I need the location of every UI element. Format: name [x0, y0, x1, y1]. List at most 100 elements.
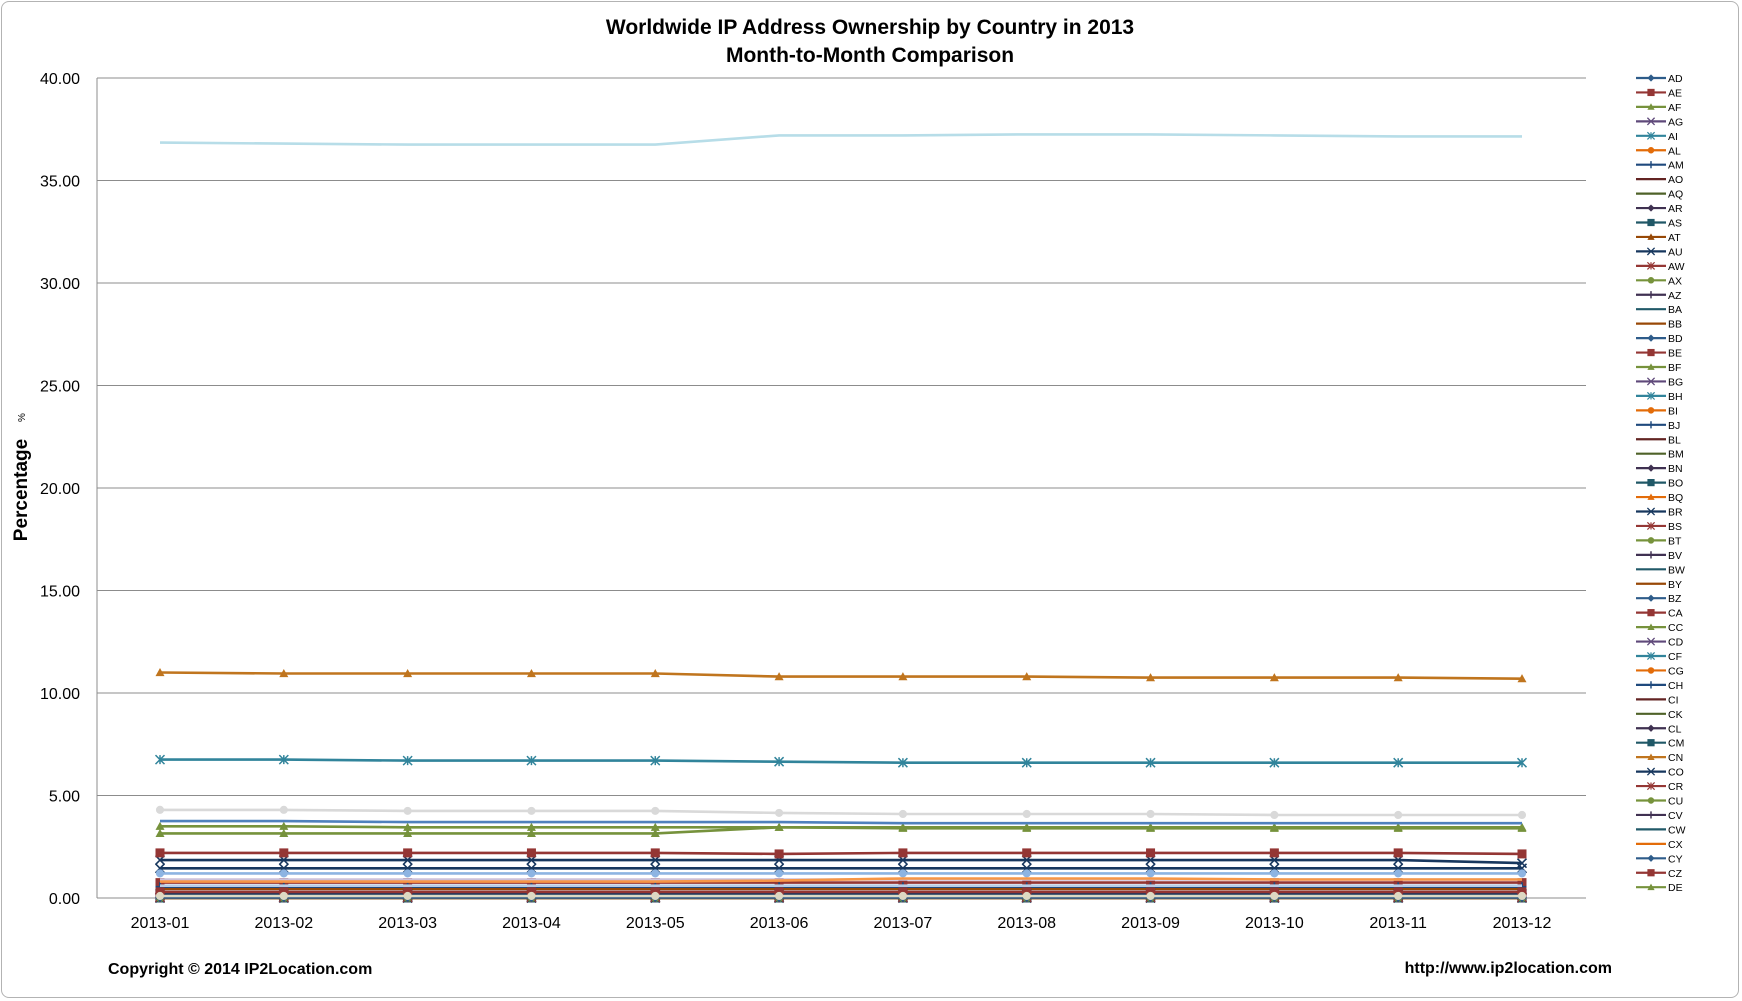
- legend-item: BD: [1636, 333, 1683, 345]
- data-point-cf: [278, 754, 289, 765]
- legend-marker: [1647, 739, 1655, 747]
- series-line-cn: [159, 671, 1523, 680]
- data-point-extra-1: [898, 809, 907, 818]
- data-point-cc: [279, 828, 289, 838]
- data-point-ca: [1393, 848, 1403, 858]
- y-tick-label: 20.00: [40, 481, 80, 498]
- legend-item: CA: [1636, 608, 1683, 620]
- data-point-extra-1: [1517, 810, 1527, 820]
- series-ca: [155, 848, 1527, 859]
- legend-label: AF: [1668, 102, 1681, 114]
- legend-label: BH: [1668, 391, 1683, 403]
- legend-label: CM: [1668, 738, 1684, 750]
- x-tick-label: 2013-03: [378, 915, 437, 932]
- legend-item: BY: [1636, 579, 1682, 591]
- legend-marker: [1647, 218, 1655, 227]
- data-point-extra-7: [279, 891, 288, 900]
- legend-item: CM: [1636, 738, 1684, 750]
- data-point-cz: [1269, 887, 1279, 897]
- legend-label: CY: [1668, 853, 1683, 865]
- source-url[interactable]: http://www.ip2location.com: [1405, 960, 1612, 977]
- data-point-extra-7: [527, 891, 536, 900]
- legend-item: CF: [1636, 651, 1682, 663]
- data-point-extra-3: [1517, 869, 1527, 878]
- legend-marker: [1646, 507, 1656, 516]
- data-point-de: [1517, 823, 1527, 832]
- data-point-cc: [403, 828, 413, 838]
- gridlines: [96, 77, 1586, 899]
- series-line-ca: [160, 851, 1523, 856]
- legend-label: CF: [1668, 651, 1682, 663]
- data-point-ca: [279, 848, 289, 858]
- data-point-cn: [1146, 673, 1156, 682]
- series-line-extra-0: [159, 133, 1522, 146]
- legend-marker: [1647, 363, 1655, 370]
- data-point-cf: [1145, 757, 1156, 768]
- y-axis-ticks: 0.00 5.00 10.00 15.00 20.00 25.00 30.00 35.00 40…: [40, 71, 80, 908]
- series-line-extra-2: [160, 819, 1522, 825]
- series-lines: [154, 133, 1528, 904]
- legend-item: BZ: [1636, 593, 1682, 605]
- legend-marker: [1647, 681, 1655, 689]
- legend-marker: [1647, 797, 1655, 804]
- series-extra-5: [160, 877, 1522, 883]
- legend-item: BL: [1636, 434, 1681, 446]
- legend-label: BO: [1668, 478, 1683, 490]
- legend-item: AU: [1636, 246, 1683, 258]
- data-point-ca: [1517, 849, 1527, 859]
- legend-marker: [1647, 147, 1655, 154]
- legend-item: CX: [1636, 839, 1683, 851]
- data-point-cn: [650, 669, 660, 678]
- legend-label: AX: [1668, 275, 1682, 287]
- legend-marker: [1646, 131, 1656, 140]
- data-point-ca: [403, 848, 413, 858]
- data-point-cz: [1393, 887, 1403, 897]
- legend-marker: [1647, 348, 1655, 357]
- legend-label: CX: [1668, 839, 1683, 851]
- copyright-text: Copyright © 2014 IP2Location.com: [108, 961, 372, 978]
- series-extra-3: [155, 869, 1527, 878]
- legend-item: CD: [1636, 637, 1684, 649]
- legend-marker: [1647, 869, 1655, 877]
- legend-marker: [1646, 651, 1656, 661]
- series-line-de: [160, 824, 1522, 830]
- data-point-cz: [898, 887, 908, 897]
- series-line-extra-1: [160, 808, 1522, 817]
- legend-marker: [1646, 261, 1656, 270]
- data-point-de: [1269, 823, 1279, 832]
- data-point-cz: [1022, 887, 1032, 897]
- data-point-extra-3: [403, 869, 412, 878]
- x-tick-label: 2013-09: [1121, 915, 1180, 932]
- data-point-de: [403, 822, 413, 831]
- data-point-extra-1: [527, 806, 536, 815]
- data-point-extra-3: [279, 869, 288, 878]
- legend-label: CG: [1668, 665, 1684, 677]
- data-point-extra-7: [155, 891, 165, 900]
- x-tick-label: 2013-05: [626, 915, 685, 932]
- legend-label: AQ: [1668, 189, 1683, 201]
- data-point-extra-1: [775, 808, 784, 817]
- series-extra-2: [160, 819, 1522, 825]
- data-point-extra-7: [651, 891, 660, 900]
- data-point-ca: [1022, 848, 1032, 858]
- data-point-extra-7: [1146, 891, 1155, 900]
- legend-item: CR: [1636, 781, 1684, 793]
- legend-label: AE: [1668, 87, 1682, 99]
- legend-item: AF: [1636, 102, 1681, 114]
- y-tick-label: 15.00: [40, 584, 80, 601]
- data-point-cf: [897, 757, 908, 768]
- legend-marker: [1646, 782, 1656, 791]
- x-tick-label: 2013-04: [502, 915, 561, 932]
- legend-item: BR: [1636, 507, 1683, 519]
- legend-item: AG: [1636, 116, 1683, 128]
- x-tick-label: 2013-07: [874, 915, 933, 932]
- data-point-cf: [650, 755, 661, 766]
- data-point-cn: [1022, 672, 1032, 681]
- legend-label: BZ: [1668, 593, 1682, 605]
- legend-marker: [1647, 854, 1655, 862]
- data-point-extra-1: [1394, 810, 1403, 820]
- legend-label: AG: [1668, 116, 1683, 128]
- legend-item: BO: [1636, 478, 1683, 490]
- legend-label: BM: [1668, 449, 1684, 461]
